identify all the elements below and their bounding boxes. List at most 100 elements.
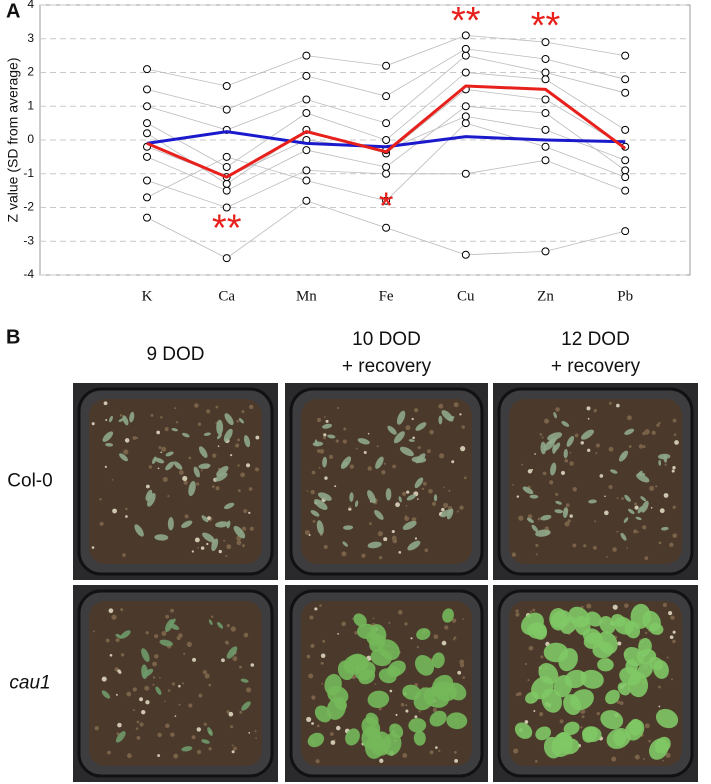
soil-speck [669,635,674,639]
soil-speck [638,444,644,449]
photo [493,383,698,580]
leaf [550,462,557,476]
soil-speck [444,625,449,630]
significance-mark: ** [531,5,561,47]
soil-speck [438,453,445,459]
soil-speck [139,722,144,727]
soil-speck [99,521,104,526]
leaf [374,509,384,520]
soil-speck [235,443,240,448]
soil-speck [309,615,314,620]
series-line [146,48,626,111]
soil-speck [608,485,613,490]
soil-speck [226,710,230,714]
soil-speck [372,617,375,620]
data-point [621,186,630,195]
leaf [649,738,669,760]
soil-speck [239,710,243,714]
leaf [215,521,229,528]
data-point [541,125,550,134]
leaf [554,509,564,514]
soil-speck [539,712,544,717]
soil-speck [417,445,421,450]
leaf [388,660,406,677]
soil-speck [527,679,530,682]
data-point [541,55,550,63]
leaf [198,446,208,458]
data-point [382,196,391,205]
soil-speck [334,739,336,742]
soil-speck [405,425,411,431]
leaf [628,508,635,515]
leaf [216,622,224,629]
data-point [302,146,311,155]
leaf [317,492,332,501]
leaf [322,423,333,429]
soil-speck [616,497,619,500]
data-point [541,142,550,151]
leaf [562,507,569,519]
leaf [238,418,245,424]
data-point [461,31,470,40]
soil-speck [374,683,377,685]
soil-speck [157,754,161,757]
soil-speck [596,711,600,716]
soil-speck [125,515,128,518]
data-point [382,61,391,70]
soil-speck [308,673,314,679]
soil-speck [310,643,315,648]
soil-speck [391,535,397,541]
photo [285,585,488,782]
soil-speck [240,472,245,478]
leaf [354,500,359,508]
soil-speck [428,489,433,494]
x-tick-label: Pb [617,288,633,304]
soil-speck [569,451,572,454]
y-tick-label: -3 [23,233,34,247]
soil-speck [379,758,384,763]
soil-speck [368,522,372,526]
data-point [621,75,630,84]
soil-speck [206,409,211,414]
soil-speck [456,510,460,513]
leaf [408,718,427,733]
soil-speck [402,753,408,758]
soil-speck [159,676,161,679]
leaf [198,463,211,469]
soil-speck [580,441,584,445]
soil-speck [165,614,170,619]
soil-speck [529,610,532,613]
soil-speck [200,546,205,550]
leaf [340,456,352,469]
soil-speck [226,623,230,628]
soil-speck [93,630,95,633]
leaf [415,453,426,464]
soil-speck [335,439,339,443]
soil-speck [132,709,136,712]
leaf [553,675,573,698]
leaf [233,525,246,539]
soil-speck [564,458,569,463]
soil-speck [348,506,352,509]
soil-speck [401,491,407,496]
soil-speck [518,515,524,521]
leaf [580,669,604,689]
leaf [101,690,111,699]
soil-speck [592,545,597,550]
soil-speck [109,653,113,657]
soil-speck [304,530,310,535]
soil-speck [354,631,358,635]
soil-speck [666,656,669,659]
leaf [429,710,447,727]
soil-speck [108,608,114,614]
leaf [165,461,175,471]
soil-speck [593,410,596,413]
soil-speck [141,709,146,715]
row-label: Col-0 [7,471,52,492]
soil-speck [111,614,117,620]
leaf [367,690,390,709]
soil-speck [664,463,667,466]
soil-speck [621,497,624,501]
leaf [171,428,178,432]
data-point [541,75,550,84]
